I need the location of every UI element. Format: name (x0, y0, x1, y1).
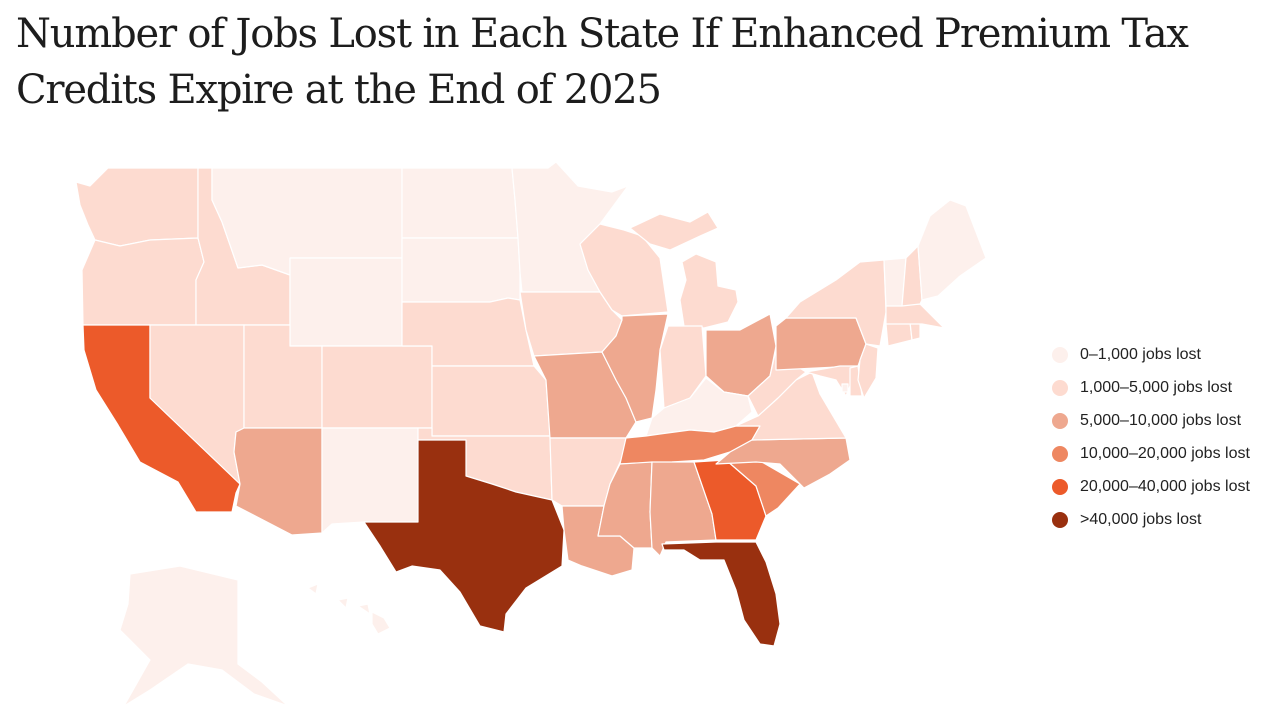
legend-item: 20,000–40,000 jobs lost (1052, 470, 1282, 503)
legend-swatch (1052, 511, 1068, 528)
legend-label: 0–1,000 jobs lost (1080, 345, 1201, 363)
state-ne[interactable] (401, 297, 535, 367)
state-or[interactable] (81, 237, 205, 326)
legend-item: 1,000–5,000 jobs lost (1052, 371, 1282, 404)
state-nd[interactable] (401, 167, 519, 239)
legend-item: >40,000 jobs lost (1052, 503, 1282, 536)
state-ks[interactable] (431, 365, 551, 437)
state-nh[interactable] (901, 245, 923, 307)
legend-swatch (1052, 379, 1068, 396)
legend-label: 20,000–40,000 jobs lost (1080, 477, 1250, 495)
legend-swatch (1052, 445, 1068, 462)
legend-swatch (1052, 346, 1068, 363)
state-ak[interactable] (119, 565, 289, 707)
state-shapes (75, 161, 987, 707)
legend-label: 10,000–20,000 jobs lost (1080, 444, 1250, 462)
state-pa[interactable] (775, 317, 867, 371)
state-ct[interactable] (885, 321, 913, 347)
state-sd[interactable] (401, 237, 521, 303)
legend-label: 5,000–10,000 jobs lost (1080, 411, 1242, 429)
state-mi[interactable] (629, 211, 739, 329)
state-wa[interactable] (75, 167, 199, 247)
state-az[interactable] (233, 427, 323, 536)
legend-swatch (1052, 412, 1068, 429)
state-hi[interactable] (307, 583, 391, 635)
legend-item: 0–1,000 jobs lost (1052, 338, 1282, 371)
legend-item: 10,000–20,000 jobs lost (1052, 437, 1282, 470)
state-ri[interactable] (909, 321, 921, 341)
state-co[interactable] (321, 345, 433, 429)
state-tx[interactable] (363, 439, 565, 633)
chart-title: Number of Jobs Lost in Each State If Enh… (16, 11, 1189, 113)
legend: 0–1,000 jobs lost 1,000–5,000 jobs lost … (1052, 338, 1282, 536)
state-il[interactable] (601, 313, 669, 423)
state-nc[interactable] (715, 437, 851, 489)
legend-swatch (1052, 478, 1068, 495)
state-nj[interactable] (857, 343, 879, 399)
legend-label: 1,000–5,000 jobs lost (1080, 378, 1233, 396)
us-state-map (75, 161, 987, 707)
state-nm[interactable] (321, 427, 419, 534)
state-ma[interactable] (885, 303, 945, 329)
state-wy[interactable] (289, 257, 403, 347)
state-fl[interactable] (661, 541, 781, 647)
legend-label: >40,000 jobs lost (1080, 510, 1202, 528)
state-me[interactable] (917, 199, 987, 301)
state-dc[interactable] (841, 383, 849, 393)
legend-item: 5,000–10,000 jobs lost (1052, 404, 1282, 437)
state-wi[interactable] (579, 223, 669, 317)
